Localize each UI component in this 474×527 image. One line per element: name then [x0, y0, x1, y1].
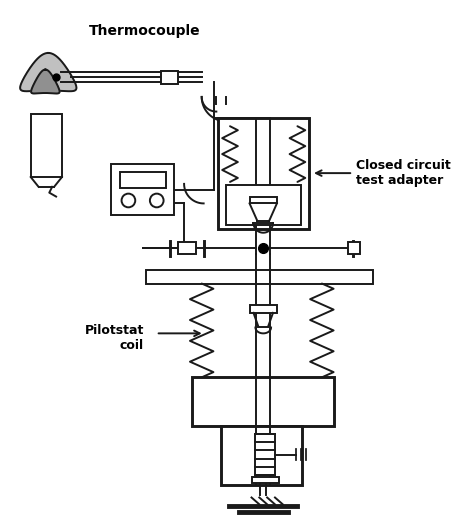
- Bar: [146, 270, 373, 284]
- Bar: [348, 242, 360, 254]
- Bar: [178, 242, 196, 254]
- Bar: [161, 71, 178, 84]
- Circle shape: [121, 193, 135, 207]
- Bar: [255, 434, 275, 475]
- Polygon shape: [31, 70, 60, 93]
- Bar: [250, 305, 277, 313]
- Polygon shape: [20, 53, 76, 91]
- Bar: [31, 113, 62, 177]
- Text: Thermocouple: Thermocouple: [89, 24, 201, 37]
- Circle shape: [150, 193, 164, 207]
- Text: Closed circuit
test adapter: Closed circuit test adapter: [356, 159, 451, 187]
- Bar: [250, 197, 277, 203]
- Bar: [111, 164, 174, 215]
- Bar: [192, 377, 334, 426]
- Bar: [252, 477, 279, 483]
- Text: Pilotstat
coil: Pilotstat coil: [85, 324, 144, 352]
- Bar: [219, 119, 309, 229]
- Bar: [119, 172, 165, 188]
- Bar: [221, 426, 302, 485]
- Bar: [226, 185, 301, 225]
